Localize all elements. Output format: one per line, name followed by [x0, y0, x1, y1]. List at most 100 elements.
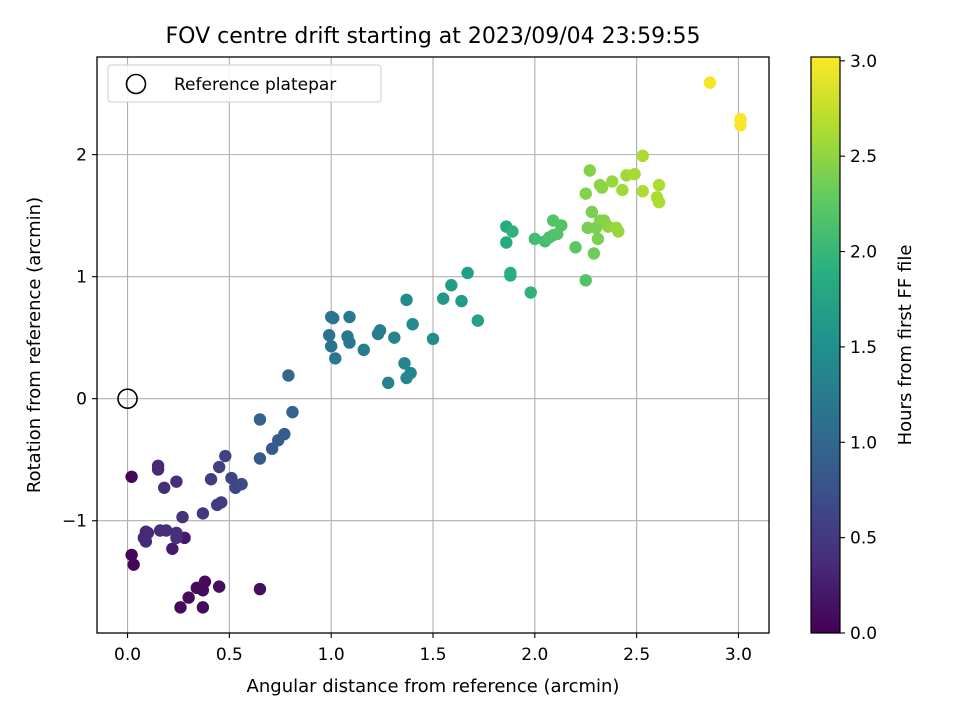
- colorbar-tick-label: 2.0: [850, 243, 877, 263]
- data-point: [343, 336, 356, 349]
- colorbar-gradient: [810, 56, 841, 634]
- scatter-points: [125, 76, 747, 614]
- data-point: [734, 119, 747, 132]
- data-point: [174, 601, 187, 614]
- data-point: [569, 241, 582, 254]
- data-point: [198, 575, 212, 588]
- colorbar-tick-label: 1.5: [850, 338, 877, 358]
- data-point: [388, 331, 401, 344]
- colorbar-ticks: 0.0 0.5 1.0 1.5 2.0 2.5 3.0: [840, 52, 877, 644]
- x-tick-label: 2.5: [623, 645, 650, 665]
- data-point: [628, 167, 641, 181]
- legend-reference-marker: [125, 73, 147, 95]
- data-point: [555, 219, 568, 232]
- x-tick-label: 2.0: [521, 645, 548, 665]
- data-point: [286, 405, 299, 419]
- data-point: [125, 470, 138, 483]
- data-point: [504, 269, 517, 282]
- data-point: [182, 591, 195, 604]
- data-point: [406, 318, 419, 331]
- data-point: [636, 149, 649, 163]
- data-point: [329, 352, 342, 365]
- data-point: [327, 311, 340, 325]
- data-point: [583, 164, 596, 177]
- data-point: [445, 279, 458, 292]
- x-tick-label: 0.0: [114, 645, 141, 665]
- colorbar-tick-label: 2.5: [850, 147, 877, 167]
- data-point: [219, 449, 232, 463]
- data-point: [528, 232, 542, 246]
- data-point: [225, 471, 238, 485]
- data-point: [160, 524, 173, 537]
- data-point: [591, 232, 605, 246]
- data-point: [204, 473, 218, 486]
- data-point: [176, 510, 189, 524]
- y-tick-label: −1: [62, 512, 87, 532]
- data-point: [253, 452, 267, 465]
- data-point: [235, 477, 248, 491]
- x-tick-label: 3.0: [725, 645, 752, 665]
- data-point: [455, 294, 468, 308]
- data-point: [636, 185, 649, 198]
- reference-marker-group: [117, 388, 138, 409]
- legend-entry-reference: Reference platepar: [174, 75, 336, 95]
- data-point: [382, 376, 395, 390]
- y-tick-label: 1: [76, 268, 87, 288]
- chart-title: FOV centre drift starting at 2023/09/04 …: [166, 24, 701, 49]
- data-point: [141, 526, 155, 540]
- data-point: [606, 175, 619, 188]
- y-axis-label: Rotation from reference (arcmin): [24, 197, 45, 493]
- data-point: [265, 442, 279, 455]
- data-point: [170, 526, 183, 540]
- y-tick-label: 2: [76, 146, 87, 166]
- data-point: [436, 292, 450, 305]
- data-point: [652, 196, 666, 209]
- data-point: [357, 343, 370, 357]
- data-point: [322, 329, 336, 342]
- x-tick-label: 1.5: [419, 645, 446, 665]
- data-point: [196, 507, 210, 520]
- x-axis-ticks: 0.0 0.5 1.0 1.5 2.0 2.5 3.0: [114, 633, 752, 665]
- x-tick-label: 1.0: [318, 645, 345, 665]
- data-point: [587, 247, 601, 260]
- data-point: [461, 266, 474, 280]
- data-point: [404, 366, 417, 380]
- data-point: [579, 274, 592, 287]
- colorbar-tick-label: 1.0: [850, 433, 877, 453]
- data-point: [652, 178, 666, 192]
- colorbar-tick-label: 0.0: [850, 624, 877, 644]
- legend: Reference platepar: [107, 64, 382, 103]
- data-point: [127, 558, 140, 571]
- data-point: [703, 76, 717, 89]
- data-point: [253, 582, 267, 596]
- data-point: [151, 463, 165, 476]
- reference-platepar-marker: [117, 388, 138, 409]
- data-point: [373, 324, 387, 337]
- data-point: [398, 357, 411, 370]
- data-point: [343, 310, 356, 324]
- legend-box: [107, 64, 382, 103]
- data-point: [616, 183, 629, 197]
- data-point: [125, 548, 138, 562]
- data-point: [282, 369, 295, 382]
- colorbar-label: Hours from first FF file: [895, 245, 916, 446]
- x-axis-label: Angular distance from reference (arcmin): [247, 676, 620, 697]
- data-point: [166, 542, 179, 555]
- data-point: [278, 427, 291, 441]
- data-point: [158, 481, 171, 494]
- y-tick-label: 0: [76, 390, 87, 410]
- data-point: [215, 496, 228, 509]
- data-point: [426, 332, 440, 346]
- x-tick-label: 0.5: [216, 645, 243, 665]
- data-point: [506, 225, 519, 238]
- data-point: [400, 293, 413, 307]
- colorbar-tick-label: 0.5: [850, 529, 877, 549]
- data-point: [212, 460, 226, 474]
- data-point: [612, 225, 625, 238]
- data-point: [471, 314, 484, 327]
- data-point: [595, 181, 609, 194]
- y-axis-ticks: −1 0 1 2: [62, 146, 97, 532]
- grid-lines: [97, 57, 769, 633]
- data-point: [524, 286, 537, 299]
